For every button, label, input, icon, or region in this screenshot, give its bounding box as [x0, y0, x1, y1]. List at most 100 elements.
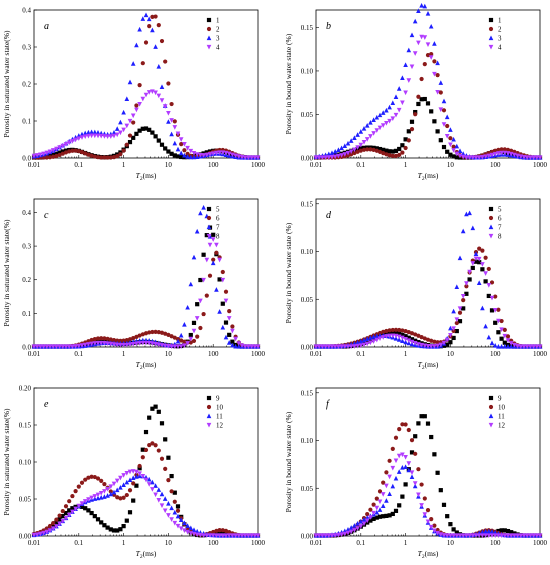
data-point — [207, 533, 213, 539]
data-point — [403, 482, 408, 487]
data-point — [172, 499, 177, 504]
data-point — [390, 149, 395, 154]
data-point — [217, 309, 222, 314]
data-point — [201, 311, 206, 317]
data-point — [352, 528, 357, 533]
data-point — [153, 14, 158, 19]
data-point — [211, 232, 216, 237]
data-point — [505, 343, 511, 349]
data-point — [73, 506, 78, 512]
data-point — [252, 344, 258, 350]
data-point — [397, 426, 402, 432]
data-point — [220, 150, 226, 156]
data-point — [255, 155, 261, 161]
data-point — [358, 129, 364, 134]
y-axis-label: Porosity in bound water state (%) — [284, 222, 293, 323]
data-point — [364, 341, 370, 347]
data-point — [435, 129, 440, 134]
series-4 — [313, 34, 543, 161]
x-tick-label: 10 — [165, 539, 173, 547]
data-point — [486, 293, 491, 299]
panel-letter: d — [326, 210, 332, 221]
data-point — [118, 475, 123, 481]
data-point — [98, 495, 104, 500]
data-point — [89, 341, 94, 347]
data-point — [502, 333, 508, 339]
legend-label: 5 — [216, 206, 220, 214]
legend-label: 8 — [498, 233, 502, 241]
data-point — [230, 324, 235, 329]
data-point — [451, 326, 456, 331]
data-point — [156, 342, 162, 348]
data-point — [124, 518, 129, 523]
data-point — [384, 470, 389, 475]
data-point — [172, 119, 177, 124]
data-point — [153, 483, 158, 488]
data-point — [364, 122, 370, 128]
data-point — [441, 533, 447, 538]
x-tick-label: 1 — [122, 350, 126, 358]
y-tick-label: 0.10 — [301, 248, 314, 256]
data-point — [60, 518, 66, 524]
data-point — [79, 504, 85, 509]
data-point — [143, 447, 149, 453]
data-point — [60, 509, 65, 514]
data-point — [175, 154, 181, 159]
data-point — [146, 90, 152, 95]
y-tick-label: 0.15 — [301, 200, 314, 208]
data-point — [57, 344, 62, 350]
data-point — [147, 127, 152, 132]
x-tick-label: 1 — [122, 539, 126, 547]
data-point — [124, 96, 130, 101]
data-point — [67, 499, 72, 504]
data-point — [480, 262, 485, 267]
data-point — [89, 337, 94, 343]
data-point — [246, 533, 251, 539]
data-point — [358, 148, 363, 153]
data-point — [390, 446, 395, 451]
data-point — [425, 42, 431, 47]
data-point — [381, 514, 386, 519]
data-point — [102, 341, 107, 346]
data-point — [438, 80, 444, 85]
data-point — [166, 500, 171, 506]
data-point — [102, 155, 107, 160]
data-point — [236, 154, 242, 159]
data-point — [460, 533, 466, 539]
data-point — [480, 248, 485, 253]
data-point — [150, 479, 155, 485]
data-point — [406, 47, 412, 53]
data-point — [134, 469, 139, 475]
data-point — [89, 153, 94, 158]
data-point — [493, 294, 498, 299]
data-point — [150, 487, 155, 492]
series-11 — [313, 464, 543, 538]
data-point — [326, 155, 332, 160]
data-point — [444, 533, 450, 539]
legend-label: 5 — [498, 206, 502, 214]
data-point — [211, 529, 216, 535]
data-point — [169, 505, 174, 511]
data-point — [98, 490, 104, 496]
data-point — [169, 101, 174, 107]
data-point — [464, 533, 469, 539]
x-tick-label: 100 — [490, 350, 501, 358]
data-point — [131, 135, 136, 140]
data-point — [509, 530, 514, 535]
legend-label: 2 — [498, 26, 502, 34]
data-point — [54, 524, 59, 529]
data-point — [380, 503, 386, 509]
data-point — [441, 340, 447, 346]
data-point — [210, 260, 216, 266]
plot-frame — [33, 9, 259, 159]
data-point — [63, 344, 69, 350]
data-point — [425, 421, 431, 426]
data-point — [182, 152, 187, 158]
data-point — [313, 533, 319, 539]
data-point — [467, 155, 472, 161]
data-point — [374, 333, 380, 339]
data-point — [444, 114, 450, 120]
data-point — [531, 155, 536, 161]
data-point — [419, 335, 424, 340]
data-point — [70, 509, 75, 515]
